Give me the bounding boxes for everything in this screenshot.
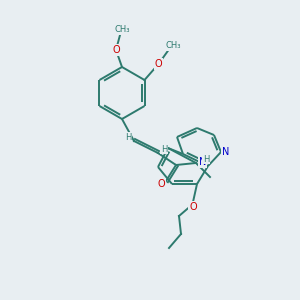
Text: N: N	[222, 147, 230, 157]
Text: H: H	[161, 145, 167, 154]
Text: CH₃: CH₃	[114, 26, 130, 34]
Text: O: O	[157, 179, 165, 189]
Text: CH₃: CH₃	[166, 41, 181, 50]
Text: O: O	[112, 45, 120, 55]
Text: N: N	[199, 157, 206, 167]
Text: H: H	[203, 154, 209, 164]
Text: H: H	[125, 133, 131, 142]
Text: O: O	[189, 202, 197, 212]
Text: O: O	[155, 59, 162, 69]
